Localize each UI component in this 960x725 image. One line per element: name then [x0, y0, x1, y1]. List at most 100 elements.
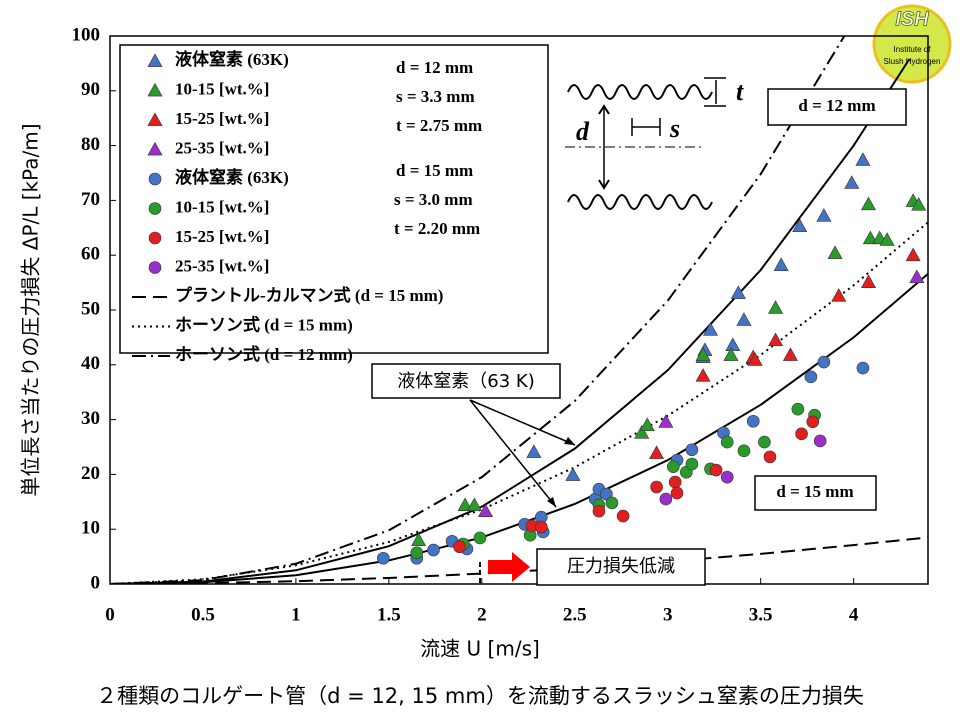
circle-point [806, 415, 820, 429]
tube-wall [567, 84, 713, 100]
circle-point [685, 443, 699, 457]
legend-label: 10-15 [wt.%] [175, 197, 269, 216]
triangle-point [466, 497, 482, 511]
annotation: d = 12 mm [798, 96, 875, 115]
triangle-point [639, 417, 655, 431]
circle-point [453, 540, 466, 554]
annotation: d = 15 mm [776, 482, 853, 501]
x-tick-label: 3.5 [749, 604, 773, 625]
triangle-point [457, 497, 473, 511]
diagram-label: d [576, 117, 590, 146]
circle-point [592, 504, 606, 518]
diagram-label: s [669, 114, 680, 143]
triangle-point [695, 347, 711, 361]
triangle-point [702, 322, 718, 336]
annotation: d = 15 mm [396, 161, 473, 180]
legend-marker [148, 172, 162, 186]
circle-point [737, 444, 751, 458]
triangle-point [526, 444, 542, 458]
annotation: t = 2.75 mm [396, 116, 482, 135]
legend-label: 25-35 [wt.%] [175, 138, 269, 157]
tube-diagram [565, 77, 726, 210]
legend-marker [147, 141, 163, 156]
triangle-point [730, 285, 746, 299]
triangle-point [658, 414, 674, 428]
annotation-box [754, 475, 877, 511]
circle-point [791, 402, 805, 416]
legend-label: 25-35 [wt.%] [175, 256, 269, 275]
circle-point [427, 543, 440, 557]
legend-marker [148, 231, 162, 245]
triangle-point [792, 218, 808, 233]
triangle-point [905, 247, 921, 262]
logo-circle [872, 4, 952, 84]
circle-point [535, 520, 548, 534]
arrow-head [598, 104, 610, 190]
triangle-point [911, 197, 927, 211]
annotation: 圧力損失低減 [567, 556, 675, 577]
circle-point [376, 551, 390, 565]
circle-point [758, 435, 771, 449]
legend-marker [147, 53, 163, 67]
triangle-point [862, 230, 878, 245]
circle-point [813, 434, 827, 448]
curve [110, 221, 928, 584]
legend-label: 15-25 [wt.%] [175, 109, 269, 128]
circle-point [795, 427, 808, 441]
x-tick-label: 4 [849, 604, 859, 625]
annotation-box [536, 548, 706, 586]
legend-marker [148, 261, 162, 274]
reduction-arrow [488, 552, 530, 582]
circle-point [720, 435, 734, 449]
y-tick-label: 0 [91, 572, 101, 593]
x-tick-label: 3 [663, 604, 673, 625]
triangle-point [844, 175, 860, 189]
annotation: s = 3.3 mm [396, 87, 475, 106]
triangle-point [478, 503, 494, 518]
triangle-point [860, 274, 877, 288]
legend-label: 液体窒素 (63K) [175, 49, 289, 69]
legend-marker [148, 202, 162, 215]
circle-point [668, 475, 682, 489]
circle-point [473, 531, 487, 545]
logo-title: ISH [895, 8, 929, 30]
legend-label: プラントル-カルマン式 (d = 15 mm) [175, 285, 443, 305]
y-tick-label: 90 [81, 79, 100, 100]
caption: ２種類のコルゲート管（d = 12, 15 mm）を流動するスラッシュ窒素の圧力… [96, 684, 864, 708]
y-tick-label: 50 [81, 298, 100, 319]
legend-label: ホーソン式 (d = 12 mm) [175, 344, 353, 364]
curve [110, 536, 928, 584]
circle-point [667, 460, 680, 474]
legend-label: 15-25 [wt.%] [175, 227, 269, 246]
triangle-point [695, 368, 711, 382]
legend-box [119, 44, 549, 354]
y-tick-label: 70 [81, 189, 100, 210]
logo-text: Institute of [894, 45, 932, 54]
triangle-point [725, 337, 741, 351]
x-tick-label: 1.5 [377, 604, 401, 625]
x-tick-label: 0.5 [191, 604, 215, 625]
circle-point [763, 450, 777, 464]
circle-point [804, 370, 818, 384]
logo-text: Slush Hydrogen [884, 57, 941, 66]
y-tick-label: 10 [81, 518, 100, 539]
legend-label: ホーソン式 (d = 15 mm) [175, 314, 353, 334]
y-tick-label: 100 [72, 24, 101, 45]
annotation: d = 12 mm [396, 58, 473, 77]
legend-label: 液体窒素 (63K) [175, 167, 289, 187]
triangle-point [831, 288, 847, 302]
circle-point [746, 414, 760, 428]
triangle-point [736, 312, 752, 326]
y-tick-label: 20 [81, 463, 100, 484]
annotation: 液体窒素（63 K) [397, 371, 534, 392]
triangle-point [827, 245, 843, 259]
triangle-point [565, 467, 581, 481]
triangle-point [411, 532, 427, 547]
triangle-point [649, 445, 665, 459]
circle-point [856, 361, 870, 375]
curve [110, 58, 911, 584]
circle-point [817, 355, 831, 369]
legend-label: 10-15 [wt.%] [175, 79, 269, 98]
